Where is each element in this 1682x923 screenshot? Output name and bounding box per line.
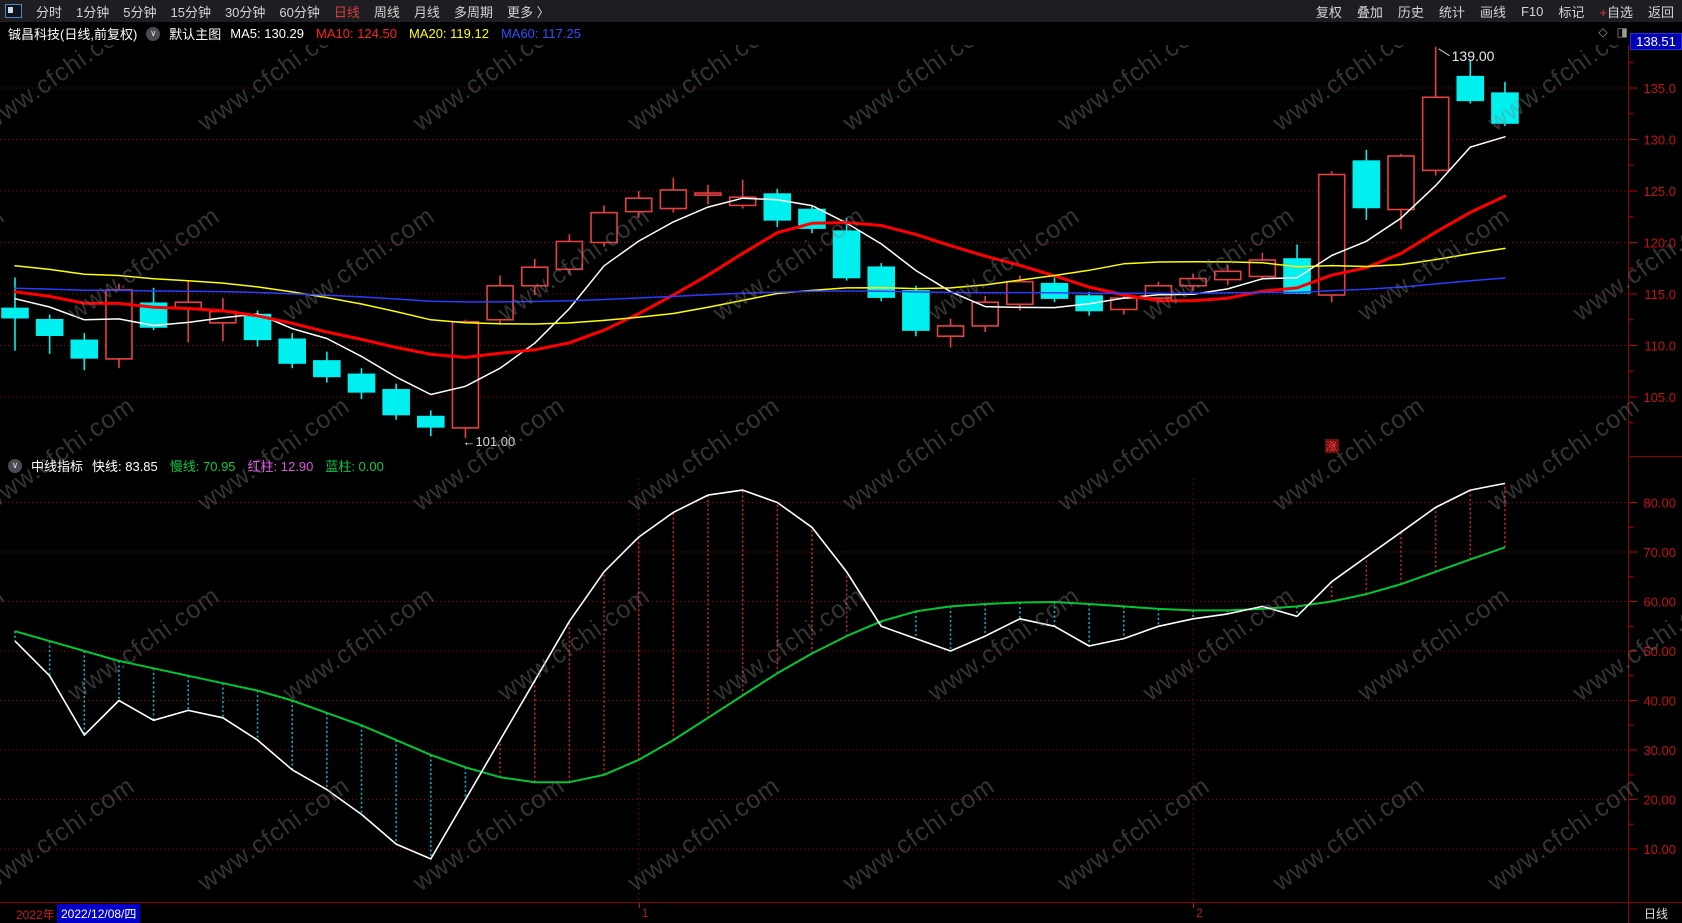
axis-divider (1629, 456, 1682, 457)
svg-text:135.0: 135.0 (1643, 81, 1676, 96)
period-tab[interactable]: 日线 (333, 4, 360, 20)
period-tab[interactable]: 分时 (36, 4, 63, 20)
toolbar-action[interactable]: +自选 (1599, 4, 1633, 20)
period-tabs: 分时 1分钟 5分钟 15分钟 30分钟 60分钟 日线 周线 月线 多周期 更多 〉 (5, 2, 550, 21)
period-tab[interactable]: 月线 (413, 4, 440, 20)
top-menubar: 分时 1分钟 5分钟 15分钟 30分钟 60分钟 日线 周线 月线 多周期 更多 〉 复权 叠加 历史… (0, 0, 1682, 22)
svg-text:10.00: 10.00 (1643, 842, 1676, 857)
month-label: 2 (1196, 906, 1203, 920)
toolbar-action[interactable]: 叠加 (1356, 4, 1383, 20)
svg-text:←101.00: ←101.00 (462, 434, 515, 449)
limit-up-flag: 涨 (1324, 439, 1339, 453)
svg-text:125.0: 125.0 (1643, 184, 1676, 199)
period-tab[interactable]: 30分钟 (224, 4, 266, 20)
period-tab[interactable]: 多周期 (453, 4, 493, 20)
axis-line-segment (1628, 453, 1629, 478)
period-tab[interactable]: 15分钟 (170, 4, 211, 20)
chevron-down-icon[interactable]: ∨ (146, 26, 161, 41)
svg-text:50.00: 50.00 (1643, 644, 1676, 659)
latest-price-badge: 138.51 (1630, 33, 1682, 50)
app-logo-icon (5, 4, 22, 18)
toolbar-action[interactable]: 复权 (1315, 4, 1342, 20)
period-cell: 日线 (1628, 903, 1682, 923)
toolbar-action[interactable]: 标记 (1558, 4, 1585, 20)
svg-text:60.00: 60.00 (1643, 595, 1676, 610)
toolbar-action[interactable]: 返回 (1647, 4, 1674, 20)
legend-item: MA60: 117.25 (500, 26, 581, 41)
toolbar-actions: 复权 叠加 历史 统计 画线 F10 标记 +自选 返回 (1316, 2, 1674, 21)
bottom-timebar: 2022年 2022/12/08/四 1 2 日线 (0, 902, 1682, 923)
indicator-chart[interactable]: 80.00 70.00 60.00 50.00 40.00 30.00 20.00 10.00 (0, 478, 1682, 902)
main-candle-chart[interactable]: 135.0 130.0 125.0 120.0 115.0 110.0 105.0 ←101.… (0, 45, 1682, 453)
period-tab[interactable]: 5分钟 (123, 4, 157, 20)
indicator-legend: 快线: 83.85 慢线: 70.95 红柱: 12.90 蓝柱: 0.00 (92, 456, 396, 475)
symbol-title: 铖昌科技(日线,前复权) (8, 27, 138, 42)
panel-toggle-icon[interactable]: ◨ (1616, 25, 1628, 39)
start-date-cell: 2022/12/08/四 (57, 904, 141, 923)
svg-text:105.0: 105.0 (1643, 390, 1676, 405)
indicator-name: 中线指标 (31, 459, 84, 474)
legend-item: 蓝柱: 0.00 (325, 459, 384, 474)
month-tick (638, 903, 640, 908)
toolbar-action[interactable]: 统计 (1438, 4, 1465, 20)
legend-item: 红柱: 12.90 (247, 459, 314, 474)
year-label: 2022年 (16, 908, 55, 922)
legend-item: 慢线: 70.95 (169, 459, 236, 474)
legend-item: MA20: 119.12 (408, 26, 489, 41)
month-tick (1193, 903, 1195, 908)
svg-text:30.00: 30.00 (1643, 743, 1676, 758)
svg-text:80.00: 80.00 (1643, 496, 1676, 511)
svg-text:130.0: 130.0 (1643, 133, 1676, 148)
chart-titlebar: 铖昌科技(日线,前复权) ∨ 默认主图 MA5: 130.29 MA10: 124… (0, 22, 1682, 45)
svg-text:40.00: 40.00 (1643, 694, 1676, 709)
chart-corner-icons: ◇ ◨ (1598, 26, 1628, 38)
toolbar-action[interactable]: 历史 (1397, 4, 1424, 20)
chevron-down-icon[interactable]: ∨ (8, 458, 22, 473)
svg-text:110.0: 110.0 (1644, 339, 1676, 354)
period-tab[interactable]: 更多 〉 (506, 4, 550, 20)
overlay-label: 默认主图 (169, 27, 222, 42)
svg-text:20.00: 20.00 (1643, 793, 1676, 808)
diamond-icon[interactable]: ◇ (1598, 25, 1608, 39)
period-tab[interactable]: 60分钟 (279, 4, 320, 20)
period-tab[interactable]: 周线 (373, 4, 400, 20)
legend-item: MA10: 124.50 (316, 26, 397, 41)
indicator-header: ∨ 中线指标 快线: 83.85 慢线: 70.95 红柱: 12.90 蓝柱: 0.… (0, 453, 1636, 478)
legend-item: MA5: 130.29 (230, 26, 305, 41)
month-label: 1 (641, 906, 649, 920)
svg-text:115.0: 115.0 (1644, 287, 1676, 302)
legend-item: 快线: 83.85 (92, 459, 158, 474)
svg-text:120.0: 120.0 (1643, 236, 1676, 251)
ma-legend: MA5: 130.29 MA10: 124.50 MA20: 119.12 MA60:… (230, 26, 593, 41)
period-tab[interactable]: 1分钟 (76, 4, 110, 20)
toolbar-action[interactable]: F10 (1520, 3, 1544, 19)
svg-text:139.00: 139.00 (1452, 48, 1495, 64)
toolbar-action[interactable]: 画线 (1479, 4, 1506, 20)
svg-text:70.00: 70.00 (1643, 545, 1676, 560)
